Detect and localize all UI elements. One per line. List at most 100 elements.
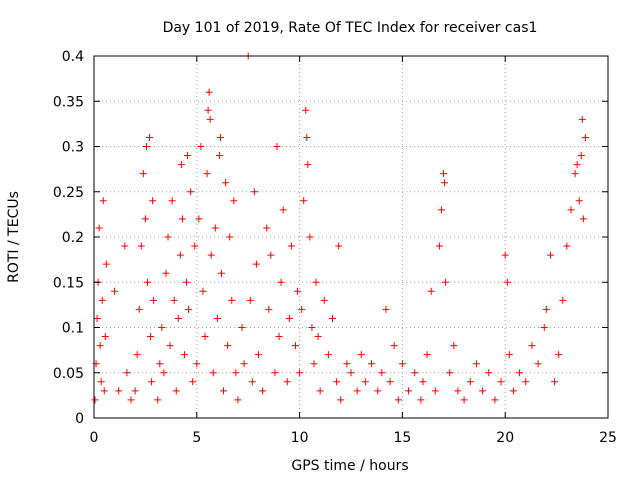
data-point	[291, 342, 299, 350]
data-point	[234, 396, 242, 404]
data-point	[99, 197, 107, 205]
data-point	[267, 251, 275, 259]
y-tick-label: 0.35	[53, 94, 84, 110]
data-point	[442, 278, 450, 286]
data-point	[546, 251, 554, 259]
data-point	[96, 342, 104, 350]
data-point	[551, 378, 559, 386]
data-point	[141, 215, 149, 223]
data-point	[148, 378, 156, 386]
data-point	[209, 369, 217, 377]
data-point	[306, 233, 314, 241]
data-point	[516, 369, 524, 377]
data-point	[263, 224, 271, 232]
data-point	[296, 369, 304, 377]
data-point	[142, 143, 150, 150]
x-tick-label: 20	[496, 430, 514, 446]
data-point	[279, 206, 287, 214]
data-point	[581, 133, 589, 141]
data-point	[248, 378, 256, 386]
data-point	[250, 188, 258, 196]
data-point	[97, 378, 105, 386]
data-point	[435, 242, 443, 250]
x-tick-label: 5	[192, 430, 201, 446]
y-tick-label: 0.05	[53, 366, 84, 382]
data-point	[180, 351, 188, 359]
data-point	[127, 396, 135, 404]
data-point	[178, 215, 186, 223]
data-point	[298, 305, 306, 313]
data-point	[252, 260, 260, 268]
data-point	[170, 296, 178, 304]
data-point	[206, 115, 214, 123]
data-point	[123, 369, 131, 377]
data-point	[437, 206, 445, 214]
data-point	[386, 378, 394, 386]
data-point	[382, 305, 390, 313]
data-point	[411, 369, 419, 377]
data-point	[555, 351, 563, 359]
y-tick-label: 0.2	[62, 230, 84, 246]
data-point	[164, 233, 172, 241]
data-point	[324, 351, 332, 359]
data-point	[115, 387, 123, 395]
data-point	[347, 369, 355, 377]
data-point	[211, 224, 219, 232]
data-point	[528, 342, 536, 350]
data-point	[240, 360, 248, 368]
data-point	[567, 206, 575, 214]
data-point	[220, 387, 228, 395]
data-point	[337, 396, 345, 404]
data-point	[304, 161, 312, 169]
y-axis-label: ROTI / TECUs	[6, 191, 22, 283]
data-point	[431, 387, 439, 395]
data-point	[259, 387, 267, 395]
data-point	[390, 342, 398, 350]
data-point	[143, 278, 151, 286]
data-point	[300, 197, 308, 205]
data-point	[216, 133, 224, 141]
data-point	[563, 242, 571, 250]
data-point	[101, 333, 109, 341]
chart-title: Day 101 of 2019, Rate Of TEC Index for r…	[163, 20, 538, 36]
data-point	[199, 287, 207, 295]
data-point	[368, 360, 376, 368]
data-point	[328, 314, 336, 322]
data-point	[217, 269, 225, 277]
data-point	[542, 305, 550, 313]
data-point	[312, 278, 320, 286]
data-point	[176, 251, 184, 259]
data-point	[215, 152, 223, 160]
data-point	[573, 161, 581, 169]
data-point	[213, 314, 221, 322]
y-tick-label: 0.3	[62, 140, 84, 156]
data-point	[201, 333, 209, 341]
data-point	[285, 314, 293, 322]
data-point	[398, 360, 406, 368]
data-point	[378, 369, 386, 377]
y-tick-label: 0.25	[53, 185, 84, 201]
data-point	[154, 396, 162, 404]
y-tick-label: 0	[75, 411, 84, 427]
data-point	[100, 387, 108, 395]
data-point	[149, 197, 157, 205]
data-point	[479, 387, 487, 395]
data-point	[501, 251, 509, 259]
data-point	[308, 324, 316, 331]
data-point	[577, 152, 585, 160]
data-point	[460, 396, 468, 404]
data-point	[472, 360, 480, 368]
data-point	[277, 278, 285, 286]
x-tick-label: 10	[291, 430, 309, 446]
data-point	[160, 369, 168, 377]
data-point	[466, 378, 474, 386]
data-point	[91, 396, 99, 404]
data-point	[189, 378, 197, 386]
data-point	[440, 170, 448, 178]
data-point	[503, 278, 511, 286]
data-point	[485, 369, 493, 377]
data-point	[522, 378, 530, 386]
data-point	[207, 251, 215, 259]
data-point	[310, 360, 318, 368]
